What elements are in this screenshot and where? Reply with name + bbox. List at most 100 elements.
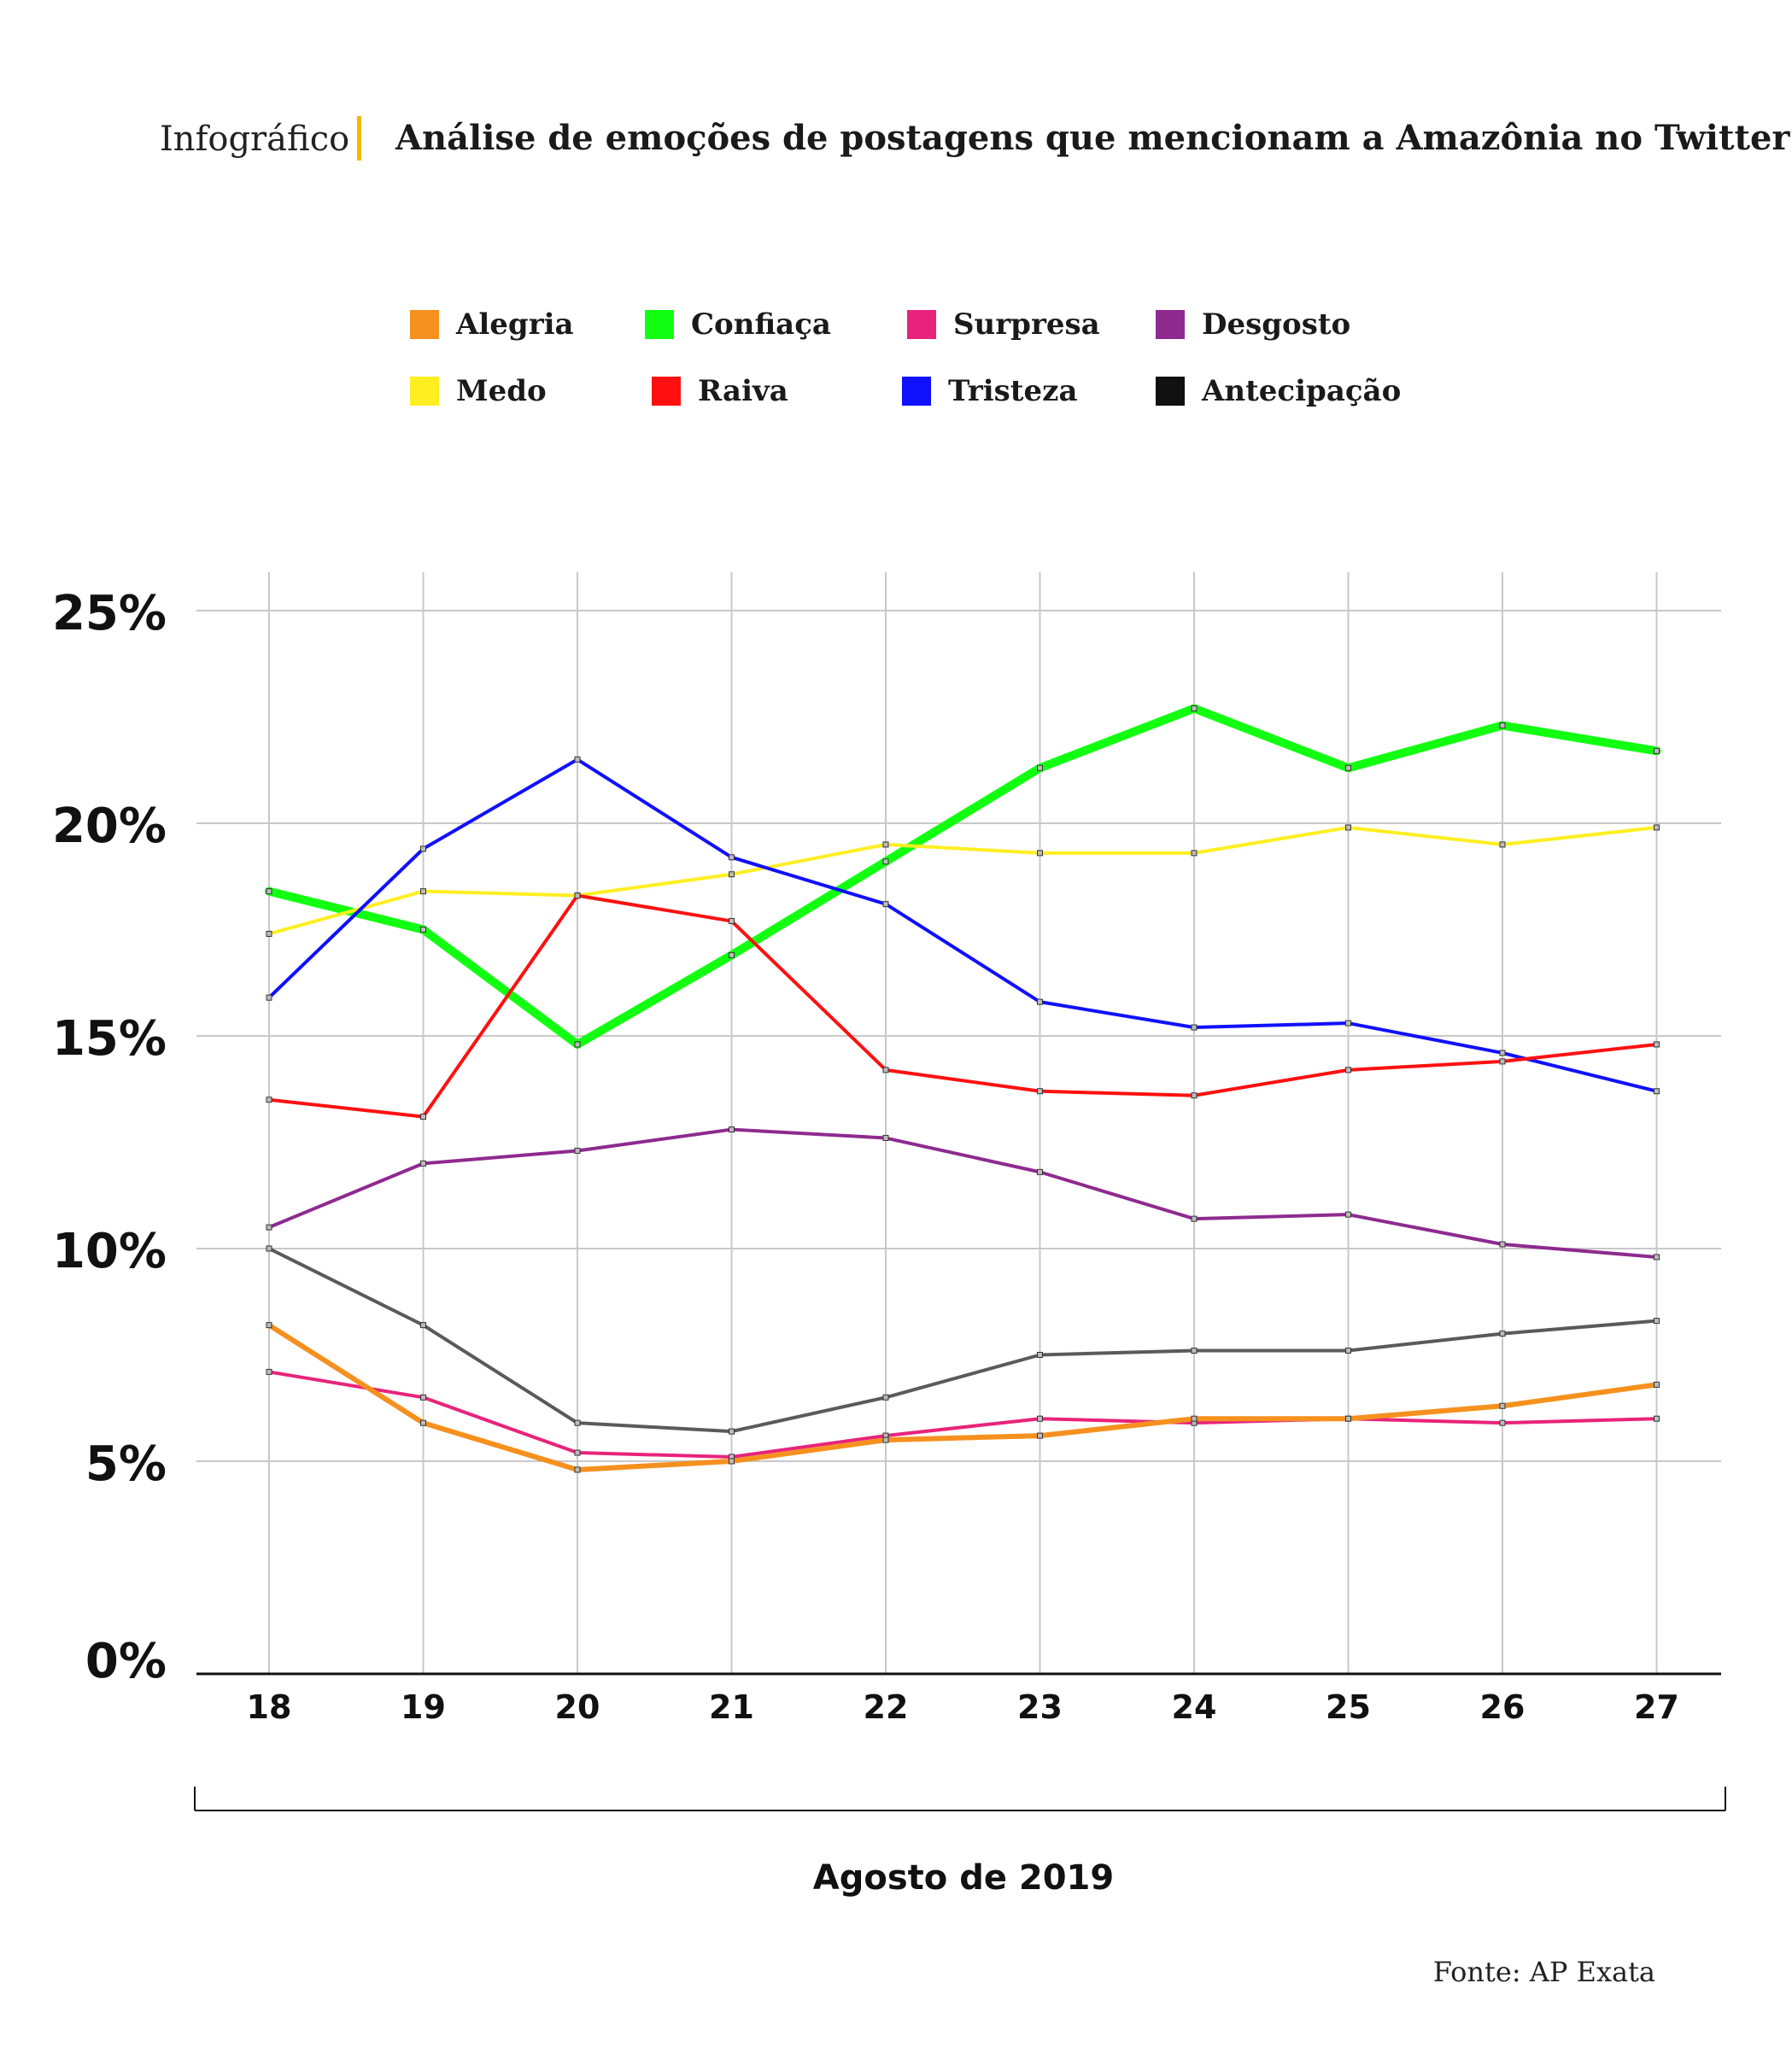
data-point-antecipacao xyxy=(1191,1348,1198,1354)
data-point-alegria xyxy=(574,1466,581,1473)
legend-item-medo: Medo xyxy=(410,370,547,412)
x-tick-label: 19 xyxy=(401,1688,446,1726)
legend-item-confiaca: Confiaça xyxy=(645,303,831,346)
data-point-desgosto xyxy=(1345,1211,1351,1218)
data-point-medo xyxy=(420,888,426,895)
y-tick-label: 0% xyxy=(85,1634,167,1689)
x-tick-label: 21 xyxy=(709,1688,754,1726)
data-point-confiaca xyxy=(1499,722,1506,728)
series-lines xyxy=(265,704,1661,1473)
data-point-desgosto xyxy=(882,1135,889,1142)
x-tick-label: 24 xyxy=(1172,1688,1217,1726)
data-point-alegria xyxy=(1191,1415,1198,1422)
legend-swatch xyxy=(410,310,439,339)
data-point-tristeza xyxy=(1499,1050,1506,1056)
source-note: Fonte: AP Exata xyxy=(1432,1956,1655,1988)
data-point-desgosto xyxy=(420,1160,426,1167)
data-point-desgosto xyxy=(1191,1215,1198,1222)
legend-label: Alegria xyxy=(456,307,574,342)
data-point-raiva xyxy=(729,918,735,925)
grid xyxy=(196,572,1721,1676)
data-point-surpresa xyxy=(1499,1419,1506,1426)
y-tick-label: 25% xyxy=(52,586,167,641)
legend-label: Tristeza xyxy=(948,374,1078,408)
data-point-raiva xyxy=(1654,1041,1660,1048)
y-tick-label: 20% xyxy=(52,799,167,854)
data-point-desgosto xyxy=(1499,1241,1506,1248)
data-point-medo xyxy=(1654,824,1660,831)
data-point-desgosto xyxy=(1037,1168,1043,1175)
y-axis-ticks: 0% 5% 10% 15% 20% 25% xyxy=(52,586,167,1689)
data-point-antecipacao xyxy=(1654,1318,1660,1325)
series-line-confiaca xyxy=(265,704,1661,1049)
y-tick-label: 5% xyxy=(85,1436,167,1492)
x-axis-bracket xyxy=(194,1787,1726,1811)
data-point-alegria xyxy=(1654,1381,1660,1388)
data-point-surpresa xyxy=(1037,1415,1043,1422)
legend-swatch xyxy=(1156,377,1185,406)
legend: Alegria Confiaça Surpresa Desgosto Medo … xyxy=(410,303,1520,423)
header: Infográfico Análise de emoções de postag… xyxy=(0,0,1792,171)
data-point-tristeza xyxy=(729,854,735,861)
data-point-surpresa xyxy=(1654,1415,1660,1422)
series-line-surpresa xyxy=(267,1370,1659,1460)
data-point-tristeza xyxy=(1345,1020,1351,1027)
data-point-tristeza xyxy=(1037,998,1043,1005)
legend-swatch xyxy=(410,377,439,406)
y-tick-label: 15% xyxy=(52,1011,167,1067)
data-point-confiaca xyxy=(1037,764,1043,771)
x-tick-label: 23 xyxy=(1017,1688,1063,1726)
data-point-alegria xyxy=(266,1322,272,1329)
kicker: Infográfico xyxy=(160,120,350,159)
series-line-medo xyxy=(267,825,1659,936)
data-point-raiva xyxy=(266,1097,272,1103)
data-point-tristeza xyxy=(266,994,272,1001)
x-tick-label: 20 xyxy=(555,1688,600,1726)
data-point-alegria xyxy=(1345,1415,1351,1422)
data-point-raiva xyxy=(882,1067,889,1073)
data-point-alegria xyxy=(1037,1432,1043,1439)
data-point-confiaca xyxy=(1654,747,1660,754)
data-point-raiva xyxy=(420,1114,426,1120)
data-point-raiva xyxy=(1191,1092,1198,1099)
data-point-antecipacao xyxy=(882,1394,889,1401)
data-point-confiaca xyxy=(1345,764,1351,771)
x-tick-label: 22 xyxy=(864,1688,909,1726)
data-point-antecipacao xyxy=(1037,1352,1043,1358)
legend-swatch xyxy=(1156,310,1185,339)
kicker-divider xyxy=(357,116,361,161)
series-line-tristeza xyxy=(267,758,1659,1093)
data-point-desgosto xyxy=(266,1224,272,1231)
data-point-tristeza xyxy=(420,845,426,852)
line-chart: 0% 5% 10% 15% 20% 25% 18 19 20 21 22 23 24 25 26 27 Ag… xyxy=(52,572,1726,1898)
data-point-medo xyxy=(1499,841,1506,848)
legend-item-alegria: Alegria xyxy=(410,303,574,346)
data-point-desgosto xyxy=(1654,1254,1660,1261)
data-point-raiva xyxy=(1499,1058,1506,1065)
legend-swatch xyxy=(907,310,936,339)
data-point-confiaca xyxy=(574,1041,581,1048)
x-tick-label: 18 xyxy=(247,1688,292,1726)
y-tick-label: 10% xyxy=(52,1224,167,1279)
data-point-alegria xyxy=(729,1458,735,1465)
legend-label: Confiaça xyxy=(691,307,831,342)
data-point-confiaca xyxy=(729,951,735,958)
data-point-antecipacao xyxy=(266,1245,272,1252)
x-tick-label: 27 xyxy=(1634,1688,1679,1726)
data-point-antecipacao xyxy=(729,1428,735,1435)
data-point-medo xyxy=(1037,850,1043,857)
data-point-antecipacao xyxy=(1499,1331,1506,1337)
legend-label: Antecipação xyxy=(1202,374,1402,408)
data-point-alegria xyxy=(1499,1402,1506,1409)
data-point-medo xyxy=(882,841,889,848)
legend-item-raiva: Raiva xyxy=(652,370,788,412)
legend-label: Surpresa xyxy=(953,307,1100,342)
x-tick-label: 25 xyxy=(1326,1688,1371,1726)
legend-swatch xyxy=(902,377,931,406)
series-line-raiva xyxy=(267,893,1659,1119)
series-line-desgosto xyxy=(267,1127,1659,1259)
legend-label: Desgosto xyxy=(1202,307,1351,342)
data-point-raiva xyxy=(1345,1067,1351,1073)
data-point-tristeza xyxy=(882,901,889,908)
x-axis-ticks: 18 19 20 21 22 23 24 25 26 27 xyxy=(247,1688,1679,1726)
